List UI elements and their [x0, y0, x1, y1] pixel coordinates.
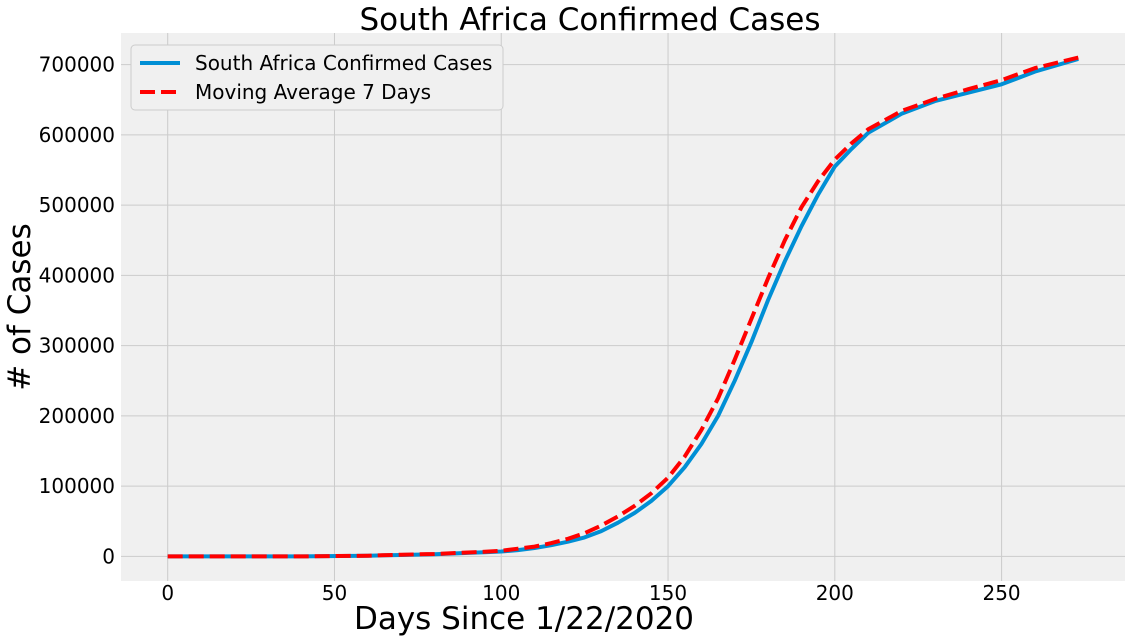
y-tick-label: 200000: [39, 404, 115, 428]
tick-labels: 0 50 100 150 200 250 0 100000 200000 300000 400000…: [39, 53, 1021, 605]
y-tick-label: 0: [102, 544, 115, 568]
y-tick-label: 700000: [39, 53, 115, 77]
x-tick-label: 250: [982, 581, 1020, 605]
y-tick-label: 400000: [39, 263, 115, 287]
y-tick-label: 500000: [39, 193, 115, 217]
x-tick-label: 100: [482, 581, 520, 605]
plot-area: [121, 33, 1125, 581]
x-tick-label: 0: [161, 581, 174, 605]
series-line-confirmed: [167, 57, 1079, 559]
legend-label-confirmed: South Africa Confirmed Cases: [195, 51, 492, 75]
x-tick-label: 50: [322, 581, 347, 605]
series-layer: [167, 55, 1079, 559]
y-tick-label: 100000: [39, 474, 115, 498]
legend-label-moving-average: Moving Average 7 Days: [195, 80, 431, 104]
x-tick-label: 200: [816, 581, 854, 605]
y-tick-label: 600000: [39, 123, 115, 147]
grid: [121, 33, 1125, 581]
y-axis-label: # of Cases: [2, 223, 38, 391]
legend: South Africa Confirmed Cases Moving Aver…: [130, 44, 504, 111]
legend-box: [130, 44, 504, 111]
x-tick-label: 150: [649, 581, 687, 605]
series-line-moving-average: [167, 55, 1079, 559]
x-axis-label: Days Since 1/22/2020: [354, 601, 694, 637]
y-tick-label: 300000: [39, 334, 115, 358]
chart-title: South Africa Confirmed Cases: [359, 2, 820, 38]
